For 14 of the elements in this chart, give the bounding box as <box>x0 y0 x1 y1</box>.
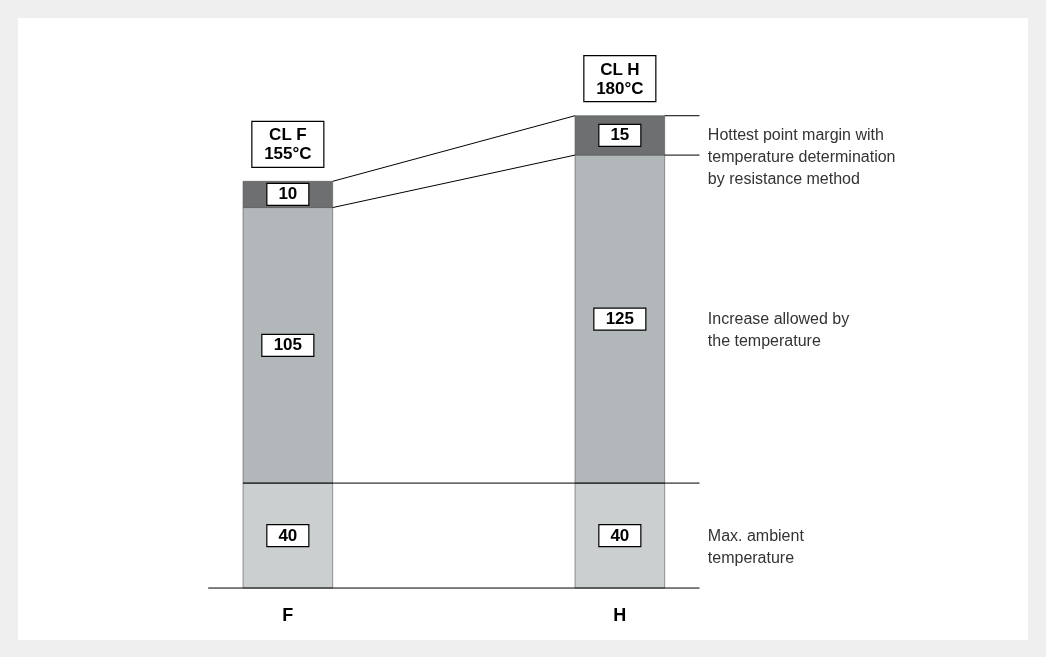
data-label: 40 <box>278 525 298 545</box>
data-label: 10 <box>278 184 298 204</box>
total-label: CL F 155°C <box>264 125 312 164</box>
total-label: CL H 180°C <box>596 59 644 98</box>
text: Max. ambient temperature <box>707 526 805 566</box>
data-label: 15 <box>610 125 630 145</box>
x-tick-label: H <box>613 605 627 626</box>
text: Increase allowed by the temperature <box>707 310 850 350</box>
bar <box>574 482 665 589</box>
x-tick-label: F <box>282 605 294 626</box>
data-label: 125 <box>605 309 635 329</box>
data-label: 105 <box>273 335 303 355</box>
data-label: 40 <box>610 525 630 545</box>
text: Hottest point margin with temperature determination by resistance method <box>707 126 896 188</box>
